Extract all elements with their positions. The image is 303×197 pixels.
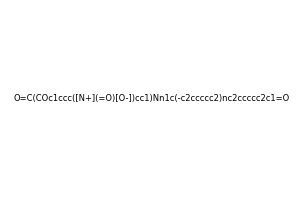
Text: O=C(COc1ccc([N+](=O)[O-])cc1)Nn1c(-c2ccccc2)nc2ccccc2c1=O: O=C(COc1ccc([N+](=O)[O-])cc1)Nn1c(-c2ccc…: [13, 94, 290, 103]
